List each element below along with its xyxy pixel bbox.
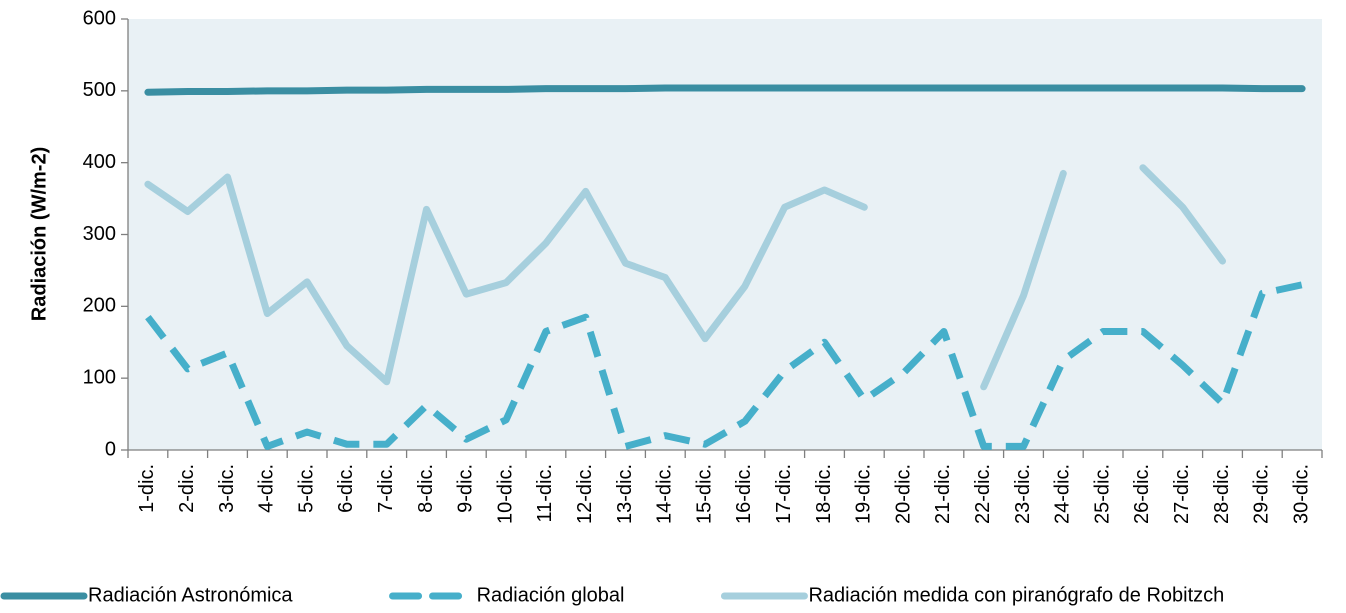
legend-label: Radiación medida con piranógrafo de Robi… — [808, 584, 1224, 606]
x-tick-label: 26-dic. — [1131, 464, 1153, 524]
y-tick-label: 300 — [83, 223, 116, 245]
x-tick-label: 18-dic. — [813, 464, 835, 524]
x-tick-label: 5-dic. — [295, 464, 317, 513]
x-tick-label: 16-dic. — [733, 464, 755, 524]
x-tick-label: 13-dic. — [614, 464, 636, 524]
x-tick-label: 22-dic. — [972, 464, 994, 524]
x-tick-label: 29-dic. — [1251, 464, 1273, 524]
series-line — [144, 164, 1226, 391]
y-tick-label: 100 — [83, 366, 116, 388]
x-tick-label: 28-dic. — [1211, 464, 1233, 524]
x-tick-label: 6-dic. — [335, 464, 357, 513]
x-tick-label: 1-dic. — [136, 464, 158, 513]
series-line — [145, 281, 1303, 450]
x-tick-label: 21-dic. — [932, 464, 954, 524]
x-tick-label: 17-dic. — [773, 464, 795, 524]
x-tick-label: 23-dic. — [1012, 464, 1034, 524]
x-tick-label: 27-dic. — [1171, 464, 1193, 524]
x-tick-label: 24-dic. — [1052, 464, 1074, 524]
y-tick-label: 400 — [83, 151, 116, 173]
legend-label: Radiación Astronómica — [88, 584, 293, 606]
y-tick-label: 200 — [83, 295, 116, 317]
x-tick-label: 9-dic. — [455, 464, 477, 513]
x-tick-label: 3-dic. — [216, 464, 238, 513]
x-tick-label: 4-dic. — [256, 464, 278, 513]
x-tick-label: 11-dic. — [534, 464, 556, 523]
x-tick-label: 12-dic. — [574, 464, 596, 524]
x-tick-label: 14-dic. — [654, 464, 676, 524]
y-tick-label: 0 — [105, 438, 116, 460]
x-tick-label: 19-dic. — [853, 464, 875, 524]
x-tick-label: 15-dic. — [693, 464, 715, 524]
series-line — [144, 84, 1306, 96]
legend-label: Radiación global — [477, 584, 625, 606]
x-tick-label: 2-dic. — [176, 464, 198, 513]
x-tick-label: 7-dic. — [375, 464, 397, 513]
x-tick-label: 10-dic. — [494, 464, 516, 524]
x-tick-label: 30-dic. — [1290, 464, 1312, 524]
y-tick-label: 600 — [83, 7, 116, 29]
plot-area — [128, 19, 1322, 450]
y-axis-title: Radiación (W/m-2) — [28, 147, 50, 321]
y-tick-label: 500 — [83, 79, 116, 101]
x-tick-label: 8-dic. — [415, 464, 437, 513]
x-tick-label: 20-dic. — [892, 464, 914, 524]
x-tick-label: 25-dic. — [1091, 464, 1113, 524]
